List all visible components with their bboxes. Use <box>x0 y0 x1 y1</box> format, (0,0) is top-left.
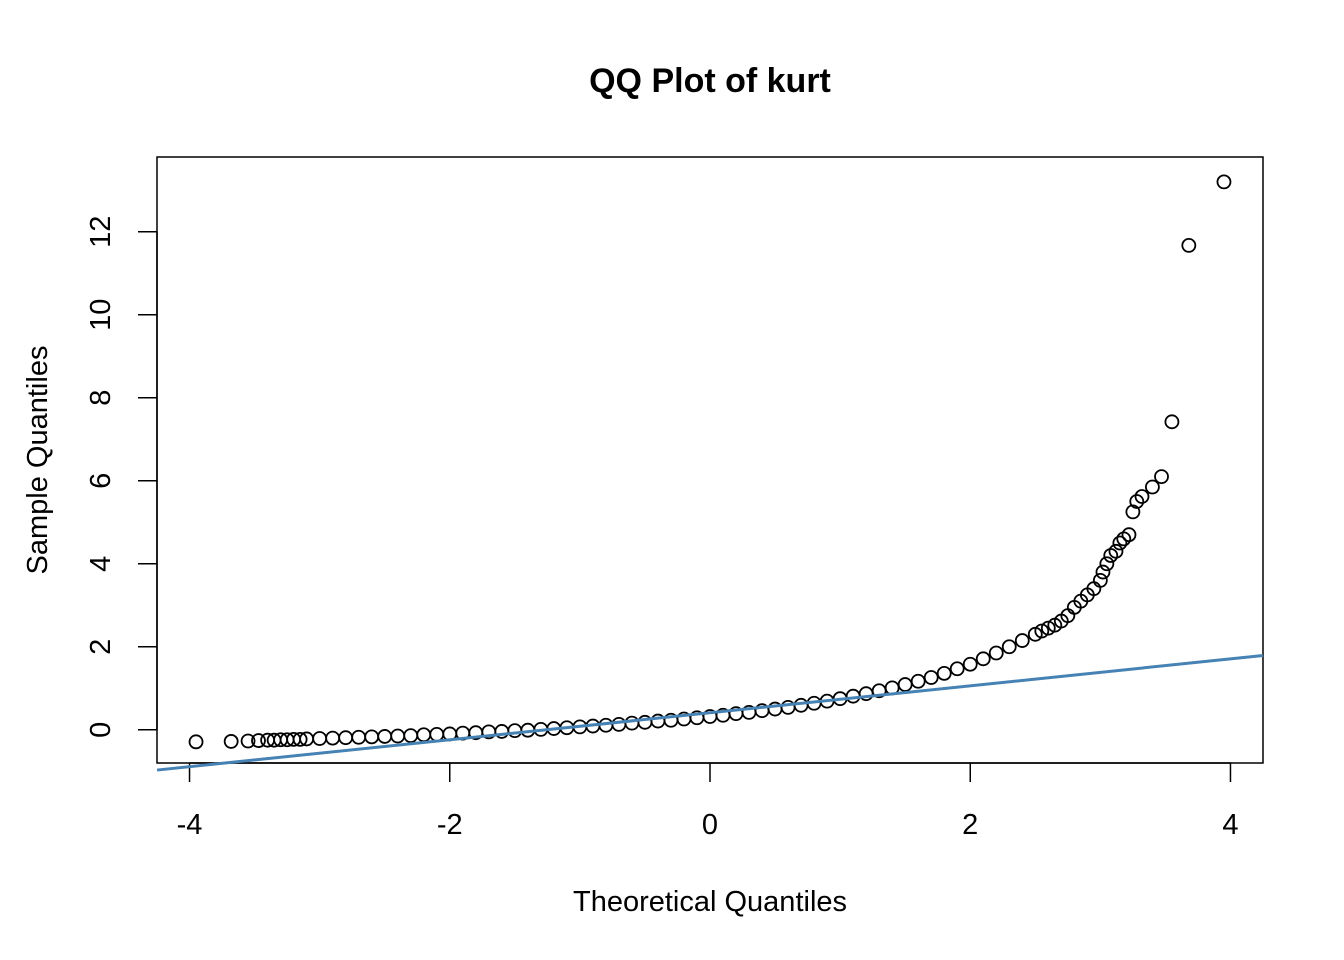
data-point <box>624 715 640 731</box>
y-tick-label: 4 <box>85 556 117 572</box>
data-point <box>897 677 913 692</box>
data-point <box>292 731 308 747</box>
y-tick-label: 10 <box>85 299 117 331</box>
data-point <box>251 733 266 748</box>
data-point <box>325 730 341 746</box>
y-tick-label: 12 <box>85 216 117 248</box>
data-point <box>1129 494 1145 509</box>
data-point <box>611 716 627 732</box>
data-point <box>936 665 952 681</box>
y-axis-label: Sample Quantiles <box>22 346 54 575</box>
x-tick-label: -4 <box>177 809 203 841</box>
data-point <box>1014 633 1030 648</box>
chart-title: QQ Plot of kurt <box>589 62 831 100</box>
data-point <box>1108 543 1124 559</box>
data-point <box>351 729 367 745</box>
data-point <box>962 656 978 672</box>
data-point <box>1095 564 1111 580</box>
data-point <box>1040 620 1056 636</box>
data-point <box>1216 174 1232 190</box>
data-point <box>223 734 239 749</box>
sample-points <box>188 174 1232 750</box>
data-point <box>429 726 445 742</box>
y-tick-label: 2 <box>85 639 117 655</box>
data-point <box>923 670 939 685</box>
x-tick-label: 4 <box>1222 809 1238 841</box>
data-point <box>949 661 965 677</box>
data-point <box>1092 572 1108 588</box>
data-point <box>1125 504 1141 520</box>
data-point <box>1154 469 1169 485</box>
data-point <box>1164 414 1180 430</box>
data-point <box>312 731 328 746</box>
y-tick-label: 6 <box>85 473 117 489</box>
data-point <box>377 729 393 744</box>
y-tick-label: 8 <box>85 390 117 406</box>
x-tick-label: 2 <box>962 809 978 841</box>
data-point <box>1145 479 1160 495</box>
reference-line <box>156 654 1264 772</box>
x-axis: -4 -2 0 2 4 <box>177 762 1239 841</box>
data-point <box>1034 623 1050 639</box>
data-point <box>403 728 419 744</box>
y-axis: 0 2 4 6 8 10 12 <box>85 216 158 738</box>
x-tick-label: -2 <box>437 809 463 841</box>
data-point <box>390 728 406 744</box>
data-point <box>416 727 432 743</box>
y-tick-label: 0 <box>85 722 117 738</box>
data-point <box>364 729 380 745</box>
data-point <box>1112 535 1128 551</box>
data-point <box>1134 489 1150 504</box>
data-point <box>338 730 354 746</box>
data-point <box>1121 527 1137 543</box>
data-point <box>988 645 1004 661</box>
data-point <box>188 734 204 750</box>
data-point <box>1001 639 1017 655</box>
data-point <box>910 673 926 689</box>
data-point <box>507 723 523 739</box>
x-tick-label: 0 <box>702 809 718 841</box>
x-axis-label: Theoretical Quantiles <box>573 886 847 918</box>
data-point <box>1181 238 1197 253</box>
data-point <box>1099 556 1115 572</box>
data-point <box>240 733 256 749</box>
data-point <box>975 651 991 667</box>
